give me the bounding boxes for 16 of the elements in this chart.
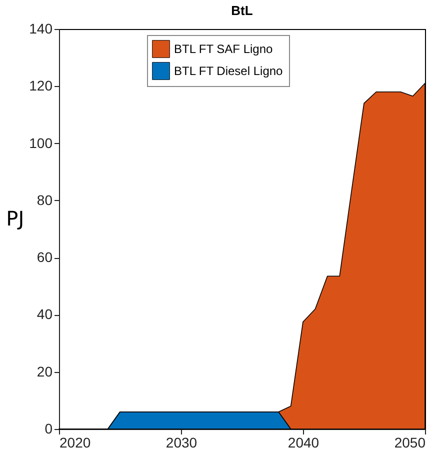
- x-tick-label: 2030: [166, 434, 198, 450]
- y-tick-label: 60: [36, 249, 53, 266]
- x-tick-label: 2020: [60, 434, 91, 450]
- y-tick-label: 0: [44, 420, 53, 436]
- legend-label: BTL FT Diesel Ligno: [174, 64, 284, 78]
- y-tick-label: 120: [29, 78, 53, 94]
- y-tick-label: 20: [36, 363, 53, 380]
- x-tick-label: 2040: [288, 434, 320, 450]
- chart-title: BtL: [231, 3, 253, 18]
- y-tick-label: 40: [36, 306, 53, 322]
- y-tick-label: 100: [29, 134, 53, 151]
- legend-label: BTL FT SAF Ligno: [174, 42, 274, 56]
- y-tick-label: 140: [29, 20, 53, 36]
- y-tick-label: 80: [36, 192, 53, 208]
- y-axis-title: PJ: [6, 206, 24, 230]
- x-tick-label: 2050: [394, 434, 426, 450]
